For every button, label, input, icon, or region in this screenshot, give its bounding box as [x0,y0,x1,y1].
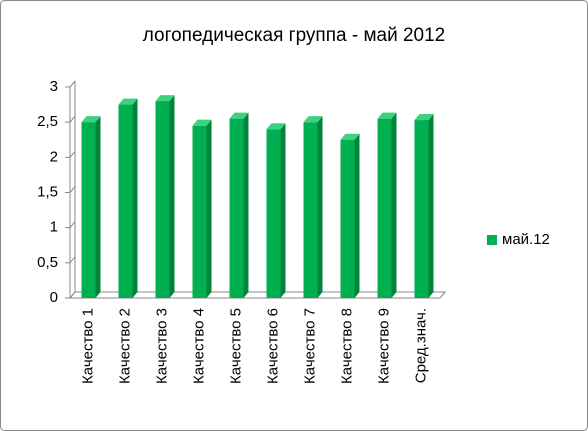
bar [266,129,281,298]
y-tick-label: 2 [50,148,58,165]
x-tick-label: Качество 9 [375,308,392,384]
bar [340,139,355,298]
x-tick-label: Качество 5 [227,308,244,384]
bar-side [243,112,249,299]
y-tick-label: 1 [50,219,58,236]
bar [118,104,133,298]
bar [155,101,170,298]
x-tick-label: Качество 2 [116,308,133,384]
x-tick-label: Качество 3 [153,308,170,384]
bar-side [354,133,360,298]
legend-label: май.12 [502,231,550,248]
bar-top [340,133,360,140]
x-tick-label: Качество 4 [190,308,207,384]
x-tick-label: Сред.знач. [412,308,429,383]
x-tick-label: Качество 8 [338,308,355,384]
bar-side [317,116,323,299]
bar-side [428,114,434,298]
y-tick-label: 1,5 [37,183,58,200]
bar [229,118,244,299]
bar-top [229,112,249,119]
x-tick-label: Качество 7 [301,308,318,384]
bar [377,118,392,299]
y-tick-label: 3 [50,78,58,95]
y-tick-back [69,256,76,264]
bar-top [118,98,138,105]
y-tick-label: 0 [50,289,58,306]
bar-top [155,95,175,102]
bar-top [81,116,101,123]
bar [192,125,207,298]
bar-top [414,114,434,121]
y-tick-back [69,151,76,158]
y-tick-back [69,291,76,299]
x-tick-label: Качество 1 [79,308,96,384]
legend-swatch [487,235,497,245]
chart-title: логопедическая группа - май 2012 [143,25,446,46]
y-tick-back [69,221,76,228]
bar-side [391,112,397,299]
bar-top [192,119,212,126]
bar-side [132,98,138,298]
bar-top [303,116,323,123]
y-tick-label: 2,5 [37,113,58,130]
y-tick-back [69,80,76,88]
bar [414,120,429,298]
bar [303,122,318,299]
bar-top [377,112,397,119]
y-tick-back [69,186,76,193]
bar-side [169,95,175,298]
bar-side [280,123,286,298]
bar [81,122,96,299]
bar-side [206,119,212,298]
x-tick-label: Качество 6 [264,308,281,384]
bar-top [266,123,286,130]
bar-side [95,116,101,299]
y-tick-back [69,115,76,123]
y-tick-label: 0,5 [37,254,58,271]
